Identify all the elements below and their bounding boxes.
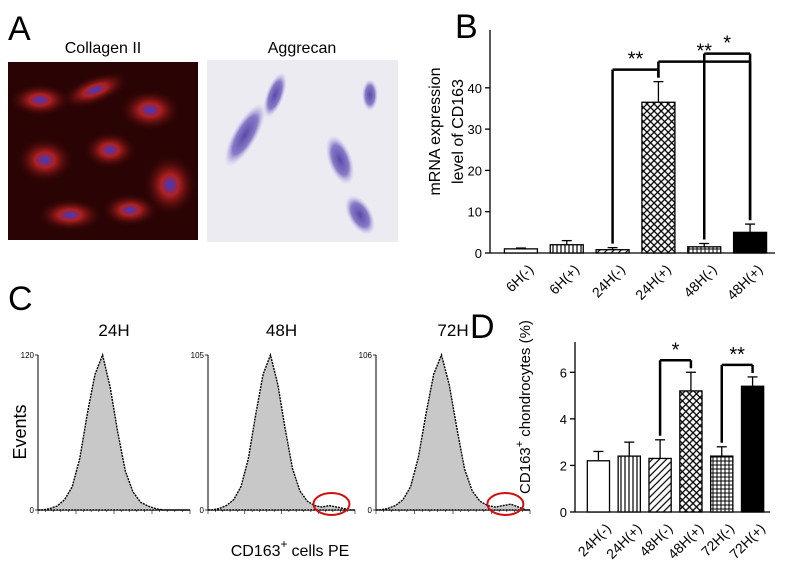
subplot-title: 48H [266, 321, 297, 340]
micrograph-aggrecan [207, 60, 398, 242]
histogram-area [38, 352, 190, 511]
y-tick-label: 105 [191, 351, 205, 360]
y-tick-label: 4 [560, 412, 567, 427]
x-tick-label: 48H(+) [724, 261, 766, 303]
y-tick-label: 120 [21, 351, 35, 360]
x-tick-label: 6H(-) [503, 261, 537, 295]
x-tick-label: 24H(+) [632, 261, 674, 303]
bar [549, 244, 584, 254]
y-tick-label: 0 [560, 505, 567, 520]
y-tick-label: 10 [468, 205, 482, 220]
y-tick-label: 0 [30, 506, 35, 515]
significance-label: ** [696, 41, 712, 63]
y-axis-label-sup: + [514, 441, 526, 447]
y-tick-label: 0 [200, 506, 205, 515]
bar [679, 390, 703, 513]
x-axis-label: CD163+ cells PE [231, 537, 350, 560]
y-tick-label: 6 [560, 365, 567, 380]
bar [503, 248, 539, 254]
image-title: Collagen II [65, 40, 142, 57]
panel-letter: D [470, 308, 495, 346]
highlight-circle [486, 492, 525, 516]
highlight-circle [312, 492, 351, 516]
x-axis-label-sup: + [281, 537, 288, 551]
x-tick-label: 72H(+) [726, 520, 768, 562]
x-tick-label: 6H(+) [546, 261, 582, 297]
y-axis-label: level of CD163 [450, 79, 467, 184]
panel-letter: B [455, 8, 478, 46]
bar [710, 455, 734, 513]
y-tick-label: 0 [475, 246, 482, 261]
y-tick-label: 40 [468, 81, 482, 96]
y-axis-label-part: chondrocytes (%) [517, 320, 534, 437]
image-title: Aggrecan [268, 40, 337, 57]
y-tick-label: 20 [468, 163, 482, 178]
bar [595, 249, 630, 254]
x-tick-label: 24H(+) [603, 520, 645, 562]
x-axis-label-part: CD163 [231, 543, 281, 560]
histogram-area [208, 352, 355, 511]
bar [586, 460, 611, 513]
y-axis-label: mRNA expression [427, 67, 444, 195]
subplot-title: 24H [98, 321, 129, 340]
x-axis-label-part: cells PE [292, 543, 350, 560]
y-tick-label: 2 [560, 458, 567, 473]
y-axis-label: CD163+ chondrocytes (%) [514, 320, 534, 494]
bar [641, 101, 676, 254]
bar [740, 385, 765, 513]
panel-letter: C [8, 280, 33, 318]
bar [732, 231, 768, 254]
bar [648, 457, 672, 513]
y-tick-label: 106 [359, 351, 373, 360]
histogram-area [376, 352, 530, 511]
micrograph-collagen [8, 62, 198, 240]
significance-label: ** [729, 344, 745, 366]
y-tick-label: 0 [368, 506, 373, 515]
y-tick-label: 30 [468, 122, 482, 137]
x-tick-label: 24H(-) [589, 261, 628, 300]
y-axis-label-part: CD163 [517, 447, 534, 494]
y-axis-label: Events [10, 404, 30, 459]
bar [687, 246, 722, 254]
significance-label: ** [628, 49, 644, 71]
bar [617, 455, 642, 513]
subplot-title: 72H [437, 321, 468, 340]
x-tick-label: 48H(-) [680, 261, 719, 300]
significance-label: * [672, 339, 680, 361]
x-tick-label: 48H(+) [665, 520, 707, 562]
significance-label: * [723, 33, 731, 55]
panel-letter: A [8, 10, 31, 48]
